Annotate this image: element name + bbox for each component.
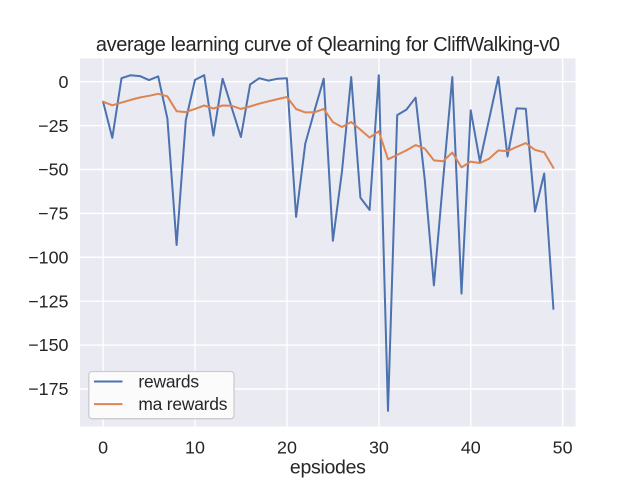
svg-text:−75: −75 bbox=[38, 204, 68, 224]
svg-text:epsiodes: epsiodes bbox=[290, 456, 366, 478]
svg-text:10: 10 bbox=[185, 438, 205, 458]
svg-text:−125: −125 bbox=[28, 291, 68, 311]
svg-text:0: 0 bbox=[98, 438, 108, 458]
svg-text:rewards: rewards bbox=[138, 371, 199, 391]
svg-text:−175: −175 bbox=[28, 379, 68, 399]
svg-text:ma rewards: ma rewards bbox=[138, 394, 227, 414]
svg-text:20: 20 bbox=[277, 438, 297, 458]
svg-text:average learning curve of Qlea: average learning curve of Qlearning for … bbox=[96, 34, 560, 56]
svg-text:−50: −50 bbox=[38, 160, 68, 180]
svg-text:−100: −100 bbox=[28, 247, 68, 267]
svg-text:−25: −25 bbox=[38, 116, 68, 136]
svg-text:50: 50 bbox=[553, 438, 573, 458]
svg-text:30: 30 bbox=[369, 438, 389, 458]
svg-text:40: 40 bbox=[461, 438, 481, 458]
svg-text:0: 0 bbox=[59, 72, 69, 92]
svg-text:−150: −150 bbox=[28, 335, 68, 355]
